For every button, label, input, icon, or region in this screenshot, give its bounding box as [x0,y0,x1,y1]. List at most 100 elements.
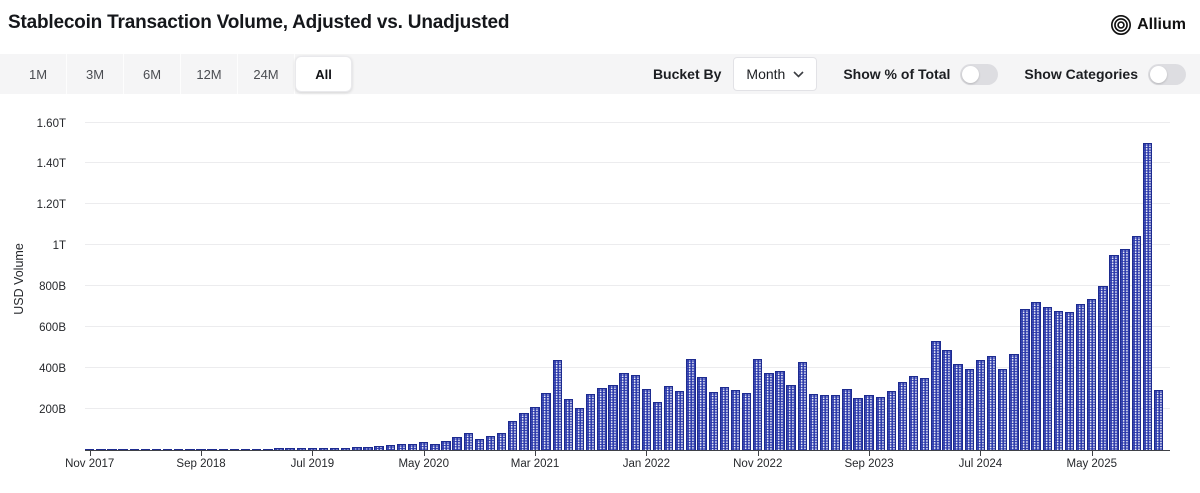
bar-2019-03[interactable] [263,448,273,450]
bar-2019-05[interactable] [285,447,295,450]
bar-2019-04[interactable] [274,448,284,450]
bar-2025-02[interactable] [1053,310,1064,450]
range-button-24m[interactable]: 24M [238,54,295,94]
bar-2021-10[interactable] [608,385,618,450]
bar-2021-06[interactable] [563,399,574,450]
bar-2023-09[interactable] [864,395,874,450]
bar-2021-04[interactable] [541,392,551,450]
bar-2020-07[interactable] [441,440,451,450]
bar-2022-03[interactable] [663,385,674,450]
bar-2018-08[interactable] [185,449,195,450]
bar-2023-12[interactable] [897,382,908,450]
bar-2025-01[interactable] [1042,306,1052,450]
bar-2018-06[interactable] [162,449,173,450]
bar-2023-03[interactable] [797,361,807,450]
bar-2023-05[interactable] [819,395,830,450]
bar-2020-10[interactable] [474,438,485,450]
bar-2022-05[interactable] [686,358,696,450]
bar-2025-07[interactable] [1109,255,1119,450]
bar-2018-02[interactable] [118,449,128,450]
bar-2022-07[interactable] [708,391,718,450]
bar-2023-11[interactable] [886,390,897,450]
bar-2025-04[interactable] [1075,304,1086,450]
bar-2018-03[interactable] [129,449,139,450]
bar-2017-12[interactable] [96,449,106,450]
bar-2019-06[interactable] [296,447,306,450]
bar-2019-10[interactable] [341,447,351,450]
bar-2021-02[interactable] [519,412,529,450]
bar-2024-06[interactable] [964,368,974,450]
bar-2024-04[interactable] [942,350,952,450]
bar-2024-07[interactable] [975,360,986,450]
bar-2021-03[interactable] [530,406,540,450]
bar-2019-01[interactable] [240,449,251,450]
bar-2024-11[interactable] [1020,309,1030,450]
bucket-by-dropdown[interactable]: Month [733,57,818,91]
bar-2023-02[interactable] [786,385,796,450]
bar-2018-04[interactable] [140,449,151,450]
bar-2025-08[interactable] [1120,248,1130,450]
bar-2023-01[interactable] [775,371,785,450]
show-percent-toggle[interactable] [960,63,999,85]
bar-2018-09[interactable] [196,449,206,450]
bar-2020-12[interactable] [496,432,507,450]
bar-2018-07[interactable] [174,449,184,450]
bar-2020-05[interactable] [419,442,429,450]
bar-2019-07[interactable] [307,447,318,450]
bar-2018-11[interactable] [218,449,228,450]
bar-2022-06[interactable] [697,376,707,450]
bar-2025-03[interactable] [1064,311,1075,450]
bar-2018-01[interactable] [107,449,117,450]
range-button-6m[interactable]: 6M [124,54,181,94]
range-button-12m[interactable]: 12M [181,54,238,94]
bar-2021-05[interactable] [552,359,563,450]
bar-2019-11[interactable] [352,447,362,450]
bar-2024-09[interactable] [997,368,1008,450]
bar-2021-12[interactable] [630,375,640,450]
bar-2022-10[interactable] [741,393,752,450]
bar-2023-04[interactable] [808,394,819,450]
bar-2022-02[interactable] [652,401,663,450]
bar-2020-01[interactable] [374,445,384,450]
bar-2022-09[interactable] [730,389,741,450]
bar-2018-12[interactable] [229,449,240,450]
bar-2022-04[interactable] [675,390,685,450]
bar-2021-11[interactable] [619,372,629,450]
bar-2024-02[interactable] [920,378,930,450]
bar-2025-10[interactable] [1142,142,1153,450]
bar-2024-05[interactable] [953,364,963,450]
bar-2020-02[interactable] [385,445,395,450]
bar-2020-03[interactable] [396,443,407,450]
bar-2018-10[interactable] [207,449,217,450]
range-button-1m[interactable]: 1M [10,54,67,94]
bar-2024-10[interactable] [1009,353,1019,450]
bar-2021-09[interactable] [597,387,607,450]
range-button-all[interactable]: All [295,56,352,92]
bar-2019-09[interactable] [329,447,340,450]
bar-2021-08[interactable] [586,394,596,450]
bar-2022-01[interactable] [641,388,652,450]
bar-2021-07[interactable] [574,407,585,450]
bar-2022-11[interactable] [753,358,763,450]
bar-2025-11[interactable] [1153,390,1164,450]
bar-2022-12[interactable] [764,372,774,450]
bar-2023-08[interactable] [853,397,863,450]
bar-2025-09[interactable] [1131,236,1141,450]
range-button-3m[interactable]: 3M [67,54,124,94]
bar-2020-06[interactable] [430,444,440,450]
bar-2020-09[interactable] [463,433,473,450]
bar-2025-06[interactable] [1098,286,1108,450]
bar-2018-05[interactable] [151,449,162,450]
bar-2020-04[interactable] [407,444,418,450]
bar-2025-05[interactable] [1087,298,1097,450]
bar-2022-08[interactable] [719,387,730,450]
show-categories-toggle[interactable] [1148,63,1186,85]
bar-2020-08[interactable] [452,436,462,450]
bar-2019-08[interactable] [318,447,329,450]
bar-2019-02[interactable] [252,448,262,450]
bar-2023-10[interactable] [875,396,885,450]
bar-2023-06[interactable] [830,395,841,450]
bar-2021-01[interactable] [508,420,518,450]
bar-2024-12[interactable] [1031,301,1041,450]
bar-2017-11[interactable] [85,449,95,450]
